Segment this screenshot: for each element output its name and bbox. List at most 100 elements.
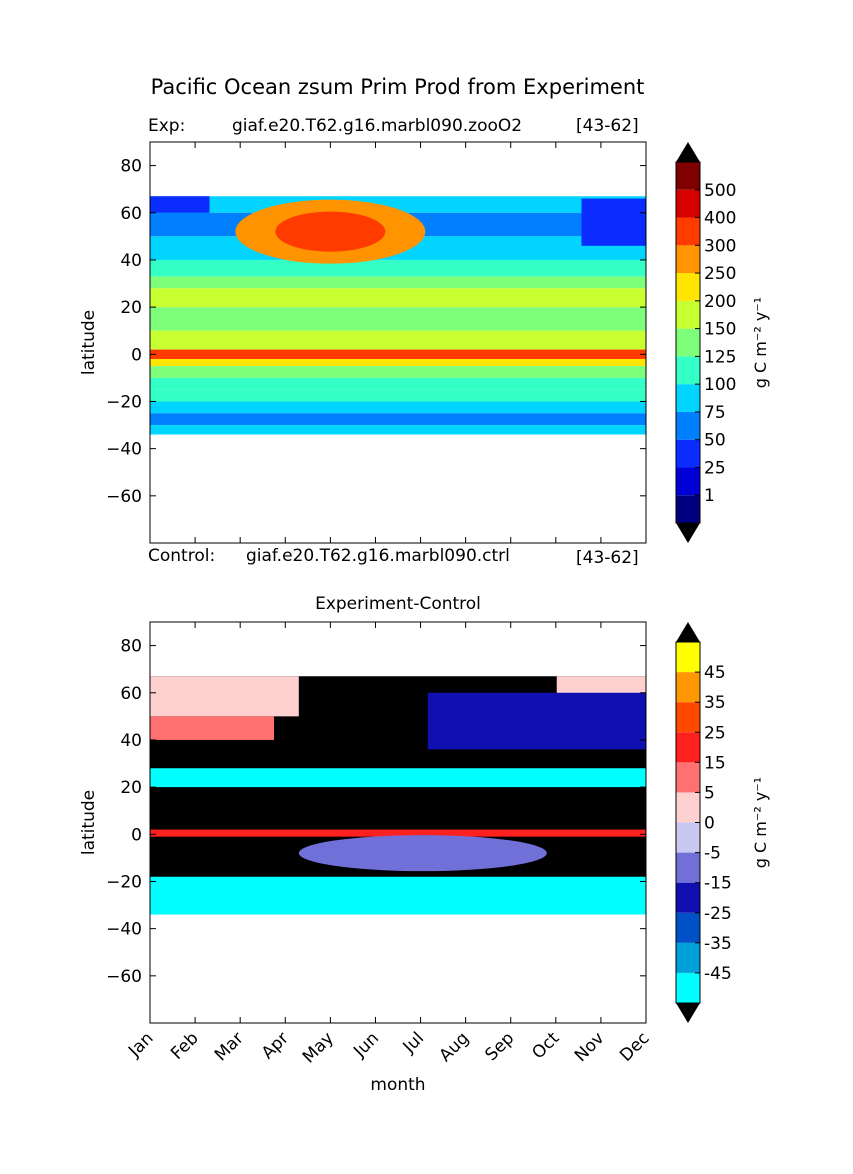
ytick-label: 20 <box>120 778 142 798</box>
colorbar-tick-label: 25 <box>704 723 726 743</box>
colorbar-segment <box>676 411 700 440</box>
axes-frame <box>149 621 647 1024</box>
xtick-label: Nov <box>571 1028 609 1066</box>
diff-equator <box>150 829 646 837</box>
diff-positive-nw <box>150 676 299 717</box>
colorbar-tick-label: 15 <box>704 753 726 773</box>
ytick-label: 0 <box>131 825 142 845</box>
colorbar-segment <box>676 467 700 496</box>
ytick-label: 80 <box>120 157 142 177</box>
experiment-name: giaf.e20.T62.g16.marbl090.zooO2 <box>232 116 523 136</box>
colorbar-segment <box>676 762 700 793</box>
band-2 <box>150 349 646 360</box>
diff-tropic-north <box>150 768 646 788</box>
colorbar-tick-label: 100 <box>704 375 736 395</box>
difference-panel-title: Experiment-Control <box>315 594 481 614</box>
band-40 <box>150 259 646 277</box>
colorbar-tick-label: 400 <box>704 209 736 229</box>
xtick-label: Sep <box>481 1028 518 1065</box>
band-10 <box>150 330 646 350</box>
xtick-label: Mar <box>211 1028 248 1065</box>
colorbar-segment <box>676 672 700 703</box>
band--25 <box>150 413 646 426</box>
xtick-label: May <box>299 1028 338 1067</box>
xlabel: month <box>370 1075 425 1095</box>
colorbar-segment <box>676 882 700 913</box>
colorbar-segment <box>676 912 700 943</box>
xtick-label: Dec <box>616 1028 653 1065</box>
xtick-label: Feb <box>167 1028 202 1063</box>
experiment-label: Exp: <box>148 116 186 136</box>
colorbar-tick-label: 250 <box>704 264 736 284</box>
band--20 <box>150 401 646 414</box>
colorbar-segment <box>676 972 700 1003</box>
colorbar-segment <box>676 356 700 385</box>
control-years: [43-62] <box>576 548 639 568</box>
ytick-label: −60 <box>106 967 142 987</box>
colorbar-segment <box>676 439 700 468</box>
hotspot-inner <box>275 211 386 252</box>
ytick-label: −40 <box>106 440 142 460</box>
band--2 <box>150 359 646 367</box>
band--15 <box>150 389 646 402</box>
band--10 <box>150 377 646 390</box>
colorbar-segment <box>676 702 700 733</box>
colorbar-segment <box>676 300 700 329</box>
colorbar-segment <box>676 642 700 673</box>
colorbar-unit-label: g C m⁻² y⁻¹ <box>751 297 770 388</box>
xtick-label: Jan <box>124 1028 157 1061</box>
colorbar-segment <box>676 852 700 883</box>
experiment-contour-field <box>150 196 646 435</box>
band--30 <box>150 425 646 435</box>
colorbar-segment <box>676 384 700 412</box>
colorbar-tick-label: 500 <box>704 181 736 201</box>
colorbar-segment <box>676 495 700 523</box>
colorbar-tick-label: 0 <box>704 814 715 834</box>
colorbar-segment <box>676 732 700 763</box>
colorbar-segment <box>676 245 700 274</box>
xtick-label: Jul <box>399 1028 428 1057</box>
colorbar-tick-label: 5 <box>704 783 715 803</box>
colorbar-tick-label: -35 <box>704 934 732 954</box>
colorbar-extend-min <box>676 1003 700 1023</box>
xtick-label: Aug <box>436 1028 474 1066</box>
colorbar-frame <box>675 161 701 524</box>
ylabel: latitude <box>79 310 99 375</box>
ytick-label: 20 <box>120 298 142 318</box>
colorbar-tick-label: 1 <box>704 486 715 506</box>
band-20 <box>150 307 646 331</box>
diff-positive-band <box>150 716 274 740</box>
diff-negative-band <box>427 692 646 750</box>
ytick-label: 60 <box>120 684 142 704</box>
colorbar-tick-label: -15 <box>704 874 732 894</box>
band-28 <box>150 288 646 308</box>
colorbar-segment <box>676 822 700 853</box>
colorbar-tick-label: 50 <box>704 431 726 451</box>
colorbar-segment <box>676 328 700 357</box>
xtick-label: Oct <box>528 1028 563 1063</box>
colorbar-tick-label: 35 <box>704 693 726 713</box>
experiment-years: [43-62] <box>576 116 639 136</box>
control-label: Control: <box>148 546 216 566</box>
colorbar-tick-label: 75 <box>704 403 726 423</box>
ytick-label: −40 <box>106 920 142 940</box>
ytick-label: −20 <box>106 872 142 892</box>
colorbar-tick-label: 45 <box>704 663 726 683</box>
ytick-label: 40 <box>120 731 142 751</box>
colorbar-tick-label: 150 <box>704 320 736 340</box>
colorbar-tick-label: 25 <box>704 458 726 478</box>
ytick-label: 80 <box>120 637 142 657</box>
colorbar-tick-label: 200 <box>704 292 736 312</box>
colorbar-segment <box>676 942 700 973</box>
ytick-label: −20 <box>106 392 142 412</box>
colorbar-tick-label: -25 <box>704 904 732 924</box>
xtick-label: Apr <box>258 1028 293 1063</box>
band-33 <box>150 276 646 289</box>
colorbar-segment <box>676 162 700 190</box>
high-lat-winter-low <box>581 198 646 246</box>
colorbar-unit-label: g C m⁻² y⁻¹ <box>751 777 770 868</box>
ytick-label: 0 <box>131 345 142 365</box>
axes-frame <box>149 141 647 544</box>
colorbar-segment <box>676 189 700 218</box>
